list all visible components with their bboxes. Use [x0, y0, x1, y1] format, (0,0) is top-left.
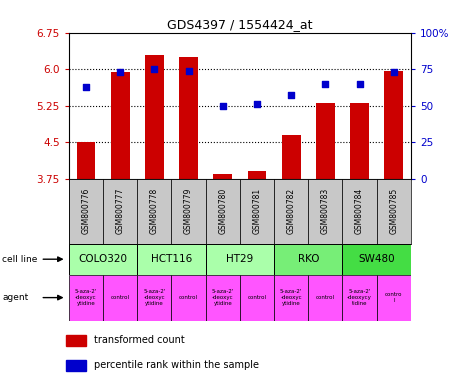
- Text: SW480: SW480: [358, 254, 395, 264]
- Bar: [377, 179, 411, 244]
- Bar: [274, 275, 308, 321]
- Text: GSM800777: GSM800777: [116, 188, 124, 234]
- Text: GSM800779: GSM800779: [184, 188, 193, 234]
- Bar: [342, 244, 411, 275]
- Text: 5-aza-2'
-deoxycy
tidine: 5-aza-2' -deoxycy tidine: [347, 289, 372, 306]
- Text: 5-aza-2'
-deoxyc
ytidine: 5-aza-2' -deoxyc ytidine: [75, 289, 97, 306]
- Text: GSM800780: GSM800780: [218, 188, 227, 234]
- Point: [287, 92, 295, 98]
- Bar: [350, 103, 369, 179]
- Bar: [377, 275, 411, 321]
- Text: transformed count: transformed count: [94, 335, 185, 345]
- Bar: [342, 275, 377, 321]
- Bar: [179, 57, 198, 179]
- Bar: [137, 244, 206, 275]
- Bar: [206, 244, 274, 275]
- Bar: [69, 275, 103, 321]
- Point: [322, 81, 329, 87]
- Text: GSM800782: GSM800782: [287, 188, 295, 234]
- Text: control: control: [111, 295, 130, 300]
- Text: GSM800784: GSM800784: [355, 188, 364, 234]
- Point: [116, 69, 124, 75]
- Point: [151, 66, 158, 72]
- Text: cell line: cell line: [2, 255, 38, 264]
- Text: GSM800776: GSM800776: [82, 188, 90, 234]
- Text: 5-aza-2'
-deoxyc
ytidine: 5-aza-2' -deoxyc ytidine: [211, 289, 234, 306]
- Bar: [274, 179, 308, 244]
- Text: GSM800785: GSM800785: [390, 188, 398, 234]
- Text: control: control: [316, 295, 335, 300]
- Point: [253, 101, 261, 107]
- Text: control: control: [247, 295, 266, 300]
- Bar: [137, 179, 171, 244]
- Point: [356, 81, 363, 87]
- Bar: [206, 275, 240, 321]
- Bar: [66, 360, 86, 371]
- Bar: [247, 171, 266, 179]
- Bar: [240, 179, 274, 244]
- Bar: [103, 179, 137, 244]
- Bar: [206, 179, 240, 244]
- Bar: [137, 275, 171, 321]
- Bar: [69, 244, 137, 275]
- Bar: [384, 71, 403, 179]
- Text: percentile rank within the sample: percentile rank within the sample: [94, 360, 259, 370]
- Bar: [274, 244, 342, 275]
- Bar: [342, 179, 377, 244]
- Text: contro
l: contro l: [385, 292, 402, 303]
- Bar: [69, 179, 103, 244]
- Bar: [171, 275, 206, 321]
- Text: control: control: [179, 295, 198, 300]
- Bar: [111, 71, 130, 179]
- Bar: [308, 179, 342, 244]
- Text: COLO320: COLO320: [78, 254, 128, 264]
- Text: RKO: RKO: [297, 254, 319, 264]
- Point: [219, 103, 227, 109]
- Point: [82, 84, 90, 90]
- Text: agent: agent: [2, 293, 28, 302]
- Bar: [316, 103, 335, 179]
- Text: 5-aza-2'
-deoxyc
ytidine: 5-aza-2' -deoxyc ytidine: [143, 289, 166, 306]
- Title: GDS4397 / 1554424_at: GDS4397 / 1554424_at: [167, 18, 313, 31]
- Bar: [240, 275, 274, 321]
- Text: HCT116: HCT116: [151, 254, 192, 264]
- Bar: [76, 142, 95, 179]
- Bar: [282, 135, 301, 179]
- Point: [390, 69, 398, 75]
- Bar: [145, 55, 164, 179]
- Text: HT29: HT29: [226, 254, 254, 264]
- Point: [185, 68, 192, 74]
- Bar: [213, 174, 232, 179]
- Bar: [103, 275, 137, 321]
- Bar: [171, 179, 206, 244]
- Text: GSM800778: GSM800778: [150, 188, 159, 234]
- Bar: [66, 335, 86, 346]
- Text: GSM800781: GSM800781: [253, 188, 261, 234]
- Text: 5-aza-2'
-deoxyc
ytidine: 5-aza-2' -deoxyc ytidine: [280, 289, 303, 306]
- Bar: [308, 275, 342, 321]
- Text: GSM800783: GSM800783: [321, 188, 330, 234]
